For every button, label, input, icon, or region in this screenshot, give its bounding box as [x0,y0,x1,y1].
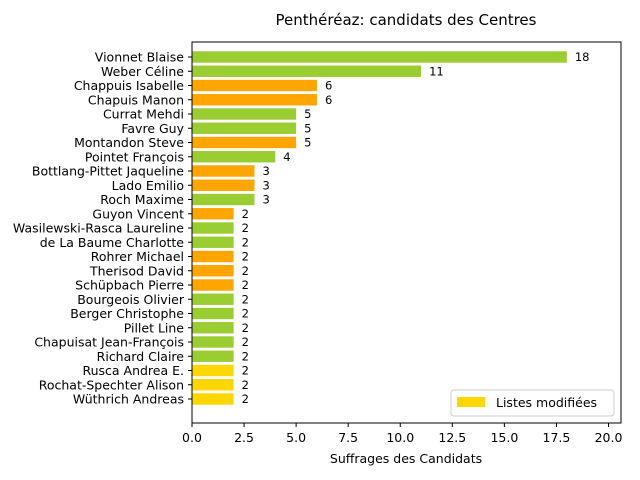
x-axis-label: Suffrages des Candidats [330,451,482,466]
y-tick-label: Chapuis Manon [88,92,184,107]
legend: Listes modifiées [450,389,615,417]
data-label: 5 [304,121,311,135]
data-label: 2 [242,278,249,292]
bar [192,122,297,134]
y-tick-label: Bourgeois Olivier [77,292,185,307]
bar [192,222,234,234]
bar [192,379,234,391]
data-label: 6 [325,93,332,107]
data-label: 2 [242,264,249,278]
data-label: 2 [242,221,249,235]
data-label: 18 [575,50,590,64]
data-label: 2 [242,378,249,392]
data-label: 3 [262,164,269,178]
bar [192,108,297,120]
bar [192,322,234,334]
bar [192,307,234,320]
data-label: 2 [242,364,249,378]
data-label: 2 [242,349,249,363]
data-label: 2 [242,321,249,335]
data-label: 3 [262,178,269,192]
bar [192,293,234,305]
bar [192,94,317,106]
bar [192,265,234,277]
legend-swatch [457,397,485,407]
data-label: 2 [242,292,249,306]
bar [192,208,234,220]
y-tick-label: de La Baume Charlotte [40,235,185,250]
y-tick-label: Pillet Line [124,320,185,335]
data-label: 5 [304,136,311,150]
data-label: 2 [242,392,249,406]
data-label: 2 [242,250,249,264]
legend-label: Listes modifiées [496,395,597,410]
bar [192,51,567,63]
y-tick-label: Rohrer Michael [91,249,184,264]
bar [192,193,255,206]
data-label: 6 [325,79,332,93]
x-tick-label: 7.5 [338,430,358,445]
y-tick-label: Guyon Vincent [92,206,184,221]
y-tick-label: Vionnet Blaise [95,50,185,65]
y-tick-label: Bottlang-Pittet Jaqueline [32,164,184,179]
x-tick-label: 10.0 [386,430,414,445]
y-tick-label: Chapuisat Jean-François [34,335,184,350]
y-tick-label: Richard Claire [97,349,185,364]
bar [192,236,234,248]
y-tick-label: Schüpbach Pierre [75,278,184,293]
plot-frame [191,41,622,424]
bar [192,336,234,348]
x-tick-label: 5.0 [286,430,306,445]
data-label: 2 [242,335,249,349]
y-tick-label: Berger Christophe [70,306,184,321]
bar [192,136,297,149]
y-tick-label: Favre Guy [121,121,184,136]
chart-title: Penthéréaz: candidats des Centres [276,11,537,29]
legend-box [450,389,615,417]
bar [192,250,234,263]
x-tick-label: 15.0 [490,430,518,445]
y-tick-label: Chappuis Isabelle [74,78,184,93]
y-tick-label: Lado Emilio [112,178,184,193]
bar [192,151,276,163]
y-tick-label: Wasilewski-Rasca Laureline [13,221,184,236]
x-tick-label: 12.5 [438,430,466,445]
bars-layer [192,51,567,405]
y-tick-label: Rusca Andrea E. [82,363,184,378]
y-tick-label: Therisod David [89,263,184,278]
x-tick-label: 2.5 [234,430,254,445]
x-tick-label: 17.5 [543,430,571,445]
data-label: 2 [242,235,249,249]
bar [192,165,255,177]
data-label: 5 [304,107,311,121]
data-label: 2 [242,307,249,321]
bar [192,364,234,377]
y-tick-label: Currat Mehdi [103,107,184,122]
y-tick-label: Montandon Steve [74,135,184,150]
y-tick-label: Roch Maxime [100,192,184,207]
x-axis: 0.0 2.5 5.0 7.5 10.0 12.5 15.0 17.5 20.0 [182,423,622,445]
x-tick-label: 20.0 [595,430,623,445]
bar [192,350,234,362]
y-tick-label: Wüthrich Andreas [73,392,184,407]
y-tick-label: Pointet François [85,149,184,164]
bar [192,179,255,191]
data-label: 2 [242,207,249,221]
data-label: 3 [262,193,269,207]
data-label: 11 [429,64,444,78]
bar [192,393,234,405]
data-label: 4 [283,150,290,164]
bar [192,279,234,291]
bar [192,65,422,77]
bar [192,79,317,92]
y-tick-label: Rochat-Spechter Alison [39,377,184,392]
x-tick-label: 0.0 [182,430,202,445]
y-tick-label: Weber Céline [101,64,184,79]
